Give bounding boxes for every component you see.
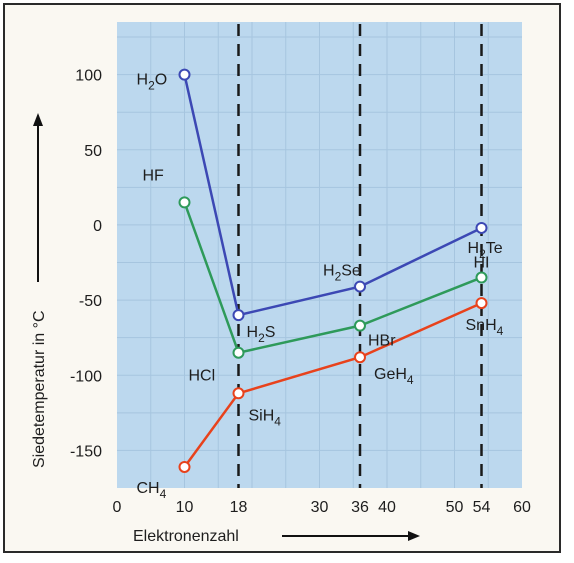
point-label: SiH4 (249, 407, 282, 428)
point-label: HF (143, 167, 165, 184)
data-point-marker (354, 351, 366, 364)
point-labels: H2O H2S H2Se H2Te HF HCl HBr HI CH4 SiH4 GeH4 SnH4 (137, 72, 504, 501)
x-tick-label: 50 (446, 499, 464, 516)
data-point-marker (232, 309, 245, 322)
data-point-marker (178, 68, 191, 81)
data-point-marker (178, 460, 191, 473)
y-tick-label: -100 (70, 368, 102, 385)
y-tick-label: 50 (84, 143, 102, 160)
x-tick-label: 0 (113, 499, 122, 516)
x-axis-label: Elektronenzahl (133, 528, 239, 545)
x-tick-label: 54 (473, 499, 491, 516)
y-tick-labels: 100 50 0 -50 -100 -150 (70, 68, 102, 461)
data-point-marker (354, 280, 366, 293)
y-tick-label: -50 (79, 293, 102, 310)
point-label: CH4 (137, 480, 167, 501)
y-tick-label: 0 (93, 218, 102, 235)
grid-lines (117, 22, 522, 488)
y-tick-label: -150 (70, 443, 102, 460)
x-axis-title: Elektronenzahl (133, 528, 420, 545)
data-point-marker (475, 297, 488, 310)
point-label: HBr (368, 333, 396, 350)
y-axis-arrow-head (33, 113, 43, 126)
point-label: H2Te (468, 240, 503, 261)
x-tick-label: 18 (230, 499, 248, 516)
x-axis-arrow-head (408, 531, 420, 541)
data-point-marker (475, 271, 488, 284)
data-point-marker (475, 221, 488, 234)
x-tick-label: 60 (513, 499, 531, 516)
x-tick-label: 36 (351, 499, 369, 516)
x-tick-labels: 0 10 18 30 36 40 50 54 60 (113, 499, 531, 516)
data-series (178, 68, 488, 473)
point-label: HCl (189, 368, 216, 385)
point-label: H2Se (323, 263, 361, 284)
point-label: SnH4 (466, 317, 504, 338)
y-tick-label: 100 (75, 68, 102, 85)
x-tick-label: 40 (378, 499, 396, 516)
data-point-marker (232, 346, 245, 359)
point-label: GeH4 (374, 366, 414, 387)
dashed-verticals (237, 24, 483, 488)
data-point-marker (232, 387, 245, 400)
point-label: H2O (137, 72, 168, 93)
y-axis-title: Siedetemperatur in °C (31, 113, 48, 468)
point-label: H2S (247, 324, 276, 345)
series-line-0 (183, 74, 483, 317)
x-tick-label: 10 (176, 499, 194, 516)
data-point-marker (178, 196, 191, 209)
data-point-marker (354, 319, 366, 332)
series-line-1 (183, 201, 482, 355)
point-label: HI (474, 255, 490, 272)
y-axis-label: Siedetemperatur in °C (31, 310, 48, 468)
x-tick-label: 30 (311, 499, 329, 516)
series-line-2 (183, 301, 483, 468)
